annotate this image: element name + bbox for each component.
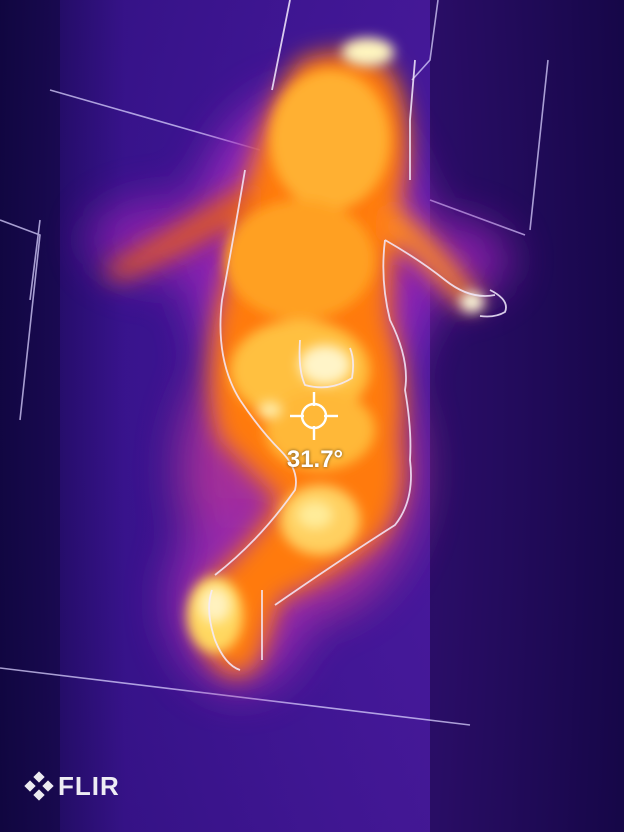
spot-temperature-readout: 31.7° [286,446,344,473]
flir-logo-text: FLIR [58,770,120,801]
wall-shadow-right [430,0,624,832]
flir-logo: FLIR [24,766,120,806]
body-outline [208,0,507,671]
body-hottest [199,38,484,623]
wall-shadow-left [0,0,60,832]
flir-diamond-icon [24,771,54,801]
body-hot [187,70,390,653]
crosshair-icon [290,392,338,440]
floor-seams [0,0,549,726]
